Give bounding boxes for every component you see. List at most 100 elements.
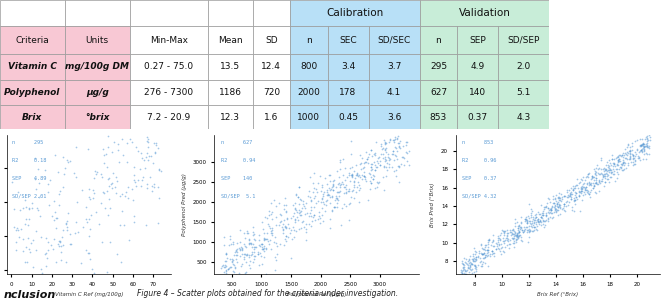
Point bbox=[281, 209, 291, 214]
Point bbox=[250, 237, 261, 242]
Point bbox=[279, 202, 289, 207]
Point bbox=[596, 179, 607, 184]
Point bbox=[275, 220, 285, 225]
Text: mg/100g DM: mg/100g DM bbox=[65, 63, 129, 71]
Point bbox=[356, 156, 367, 161]
Point bbox=[29, 156, 40, 161]
Y-axis label: Brix Pred (°Brix): Brix Pred (°Brix) bbox=[430, 182, 436, 227]
Point bbox=[142, 158, 153, 163]
Point bbox=[637, 136, 648, 141]
Text: 800: 800 bbox=[300, 63, 318, 71]
Point bbox=[241, 252, 252, 257]
Point bbox=[600, 162, 611, 167]
Point bbox=[379, 141, 390, 146]
Point bbox=[376, 143, 387, 148]
Point bbox=[517, 229, 528, 234]
Point bbox=[482, 263, 493, 268]
Point bbox=[349, 182, 360, 187]
Point bbox=[460, 269, 471, 274]
Point bbox=[107, 149, 117, 154]
Point bbox=[11, 284, 22, 288]
Bar bbox=[328, 26, 368, 54]
Point bbox=[309, 213, 320, 217]
Point bbox=[498, 238, 509, 243]
Point bbox=[311, 186, 322, 191]
Point bbox=[630, 149, 641, 154]
Point bbox=[578, 192, 589, 197]
Point bbox=[111, 175, 122, 179]
Point bbox=[642, 152, 653, 157]
Point bbox=[256, 253, 267, 258]
Point bbox=[352, 174, 363, 179]
Point bbox=[638, 146, 649, 151]
Point bbox=[515, 225, 526, 230]
Point bbox=[621, 144, 632, 149]
Point bbox=[478, 260, 488, 265]
Point bbox=[551, 209, 562, 213]
Point bbox=[343, 189, 354, 194]
Point bbox=[545, 209, 555, 214]
Point bbox=[624, 149, 634, 154]
Bar bbox=[419, 79, 457, 105]
Point bbox=[312, 190, 322, 195]
Point bbox=[255, 241, 266, 246]
Point bbox=[513, 222, 524, 227]
Point bbox=[515, 224, 525, 229]
Point bbox=[616, 167, 627, 172]
Point bbox=[131, 184, 141, 189]
Point bbox=[56, 250, 66, 254]
Point bbox=[463, 257, 474, 262]
Point bbox=[221, 263, 232, 268]
Point bbox=[304, 195, 315, 200]
Point bbox=[383, 151, 393, 156]
Point bbox=[253, 238, 264, 243]
Point bbox=[346, 173, 357, 178]
Point bbox=[380, 128, 391, 133]
Point bbox=[558, 201, 569, 206]
Point bbox=[358, 173, 369, 178]
Point bbox=[15, 208, 25, 213]
Point bbox=[524, 229, 535, 234]
Point bbox=[481, 247, 492, 252]
Point bbox=[602, 159, 612, 164]
Point bbox=[338, 184, 349, 189]
Point bbox=[574, 192, 585, 197]
Point bbox=[488, 233, 498, 237]
Point bbox=[492, 234, 503, 238]
Point bbox=[235, 246, 246, 251]
Point bbox=[217, 278, 228, 283]
Bar bbox=[65, 0, 130, 26]
Point bbox=[596, 177, 607, 182]
Point bbox=[71, 220, 82, 225]
Point bbox=[237, 252, 247, 256]
Point bbox=[324, 186, 334, 191]
Point bbox=[604, 158, 614, 163]
Point bbox=[489, 251, 500, 256]
Point bbox=[395, 162, 406, 166]
Point bbox=[532, 219, 543, 223]
Point bbox=[526, 228, 537, 233]
Point bbox=[239, 252, 249, 257]
Point bbox=[543, 195, 553, 200]
Point bbox=[362, 161, 373, 166]
Text: 276 - 7300: 276 - 7300 bbox=[144, 88, 194, 97]
Point bbox=[328, 205, 339, 209]
Point bbox=[475, 242, 486, 247]
Point bbox=[300, 212, 311, 216]
Point bbox=[294, 184, 305, 189]
Point bbox=[344, 217, 354, 222]
Point bbox=[576, 186, 587, 191]
Point bbox=[57, 228, 68, 232]
Bar bbox=[130, 0, 208, 26]
Point bbox=[513, 229, 524, 234]
Point bbox=[588, 182, 599, 187]
Point bbox=[243, 274, 254, 279]
Point bbox=[113, 147, 123, 152]
Point bbox=[393, 141, 404, 145]
Point bbox=[346, 172, 357, 176]
Point bbox=[478, 251, 488, 256]
Bar bbox=[419, 54, 457, 79]
Point bbox=[509, 234, 519, 239]
Point bbox=[593, 166, 604, 171]
Point bbox=[336, 206, 347, 210]
